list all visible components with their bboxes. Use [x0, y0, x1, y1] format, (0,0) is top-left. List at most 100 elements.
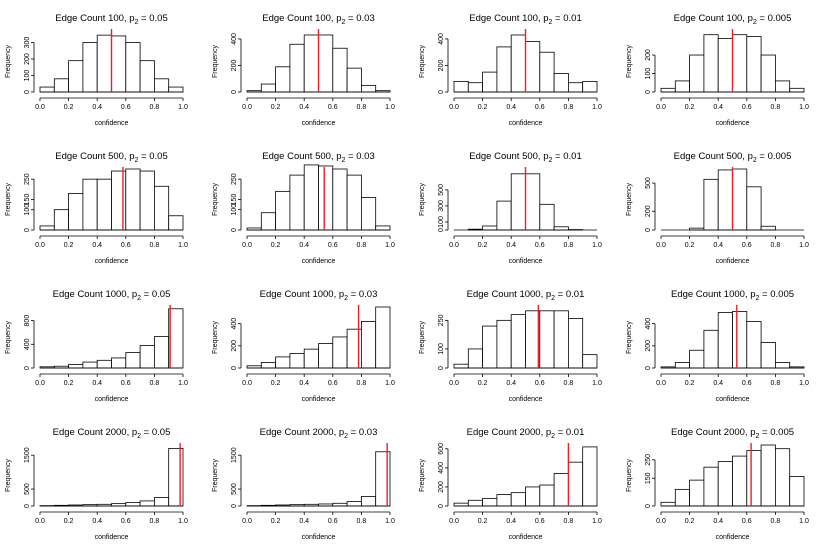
- histogram-bar: [539, 51, 555, 93]
- histogram-svg: Edge Count 500, p2 = 0.005 0.0 0.2 0.4 0.6 0.…: [626, 151, 809, 265]
- y-tick-label: 600: [438, 443, 445, 455]
- histogram-bar: [660, 87, 676, 93]
- histogram-panel: Edge Count 2000, p2 = 0.01 0.0 0.2 0.4 0.6 0.…: [414, 414, 621, 552]
- y-tick-label: 0: [231, 504, 238, 508]
- histogram-bar: [168, 308, 184, 369]
- histogram-bar: [53, 78, 69, 93]
- x-tick-label: 1.0: [592, 104, 602, 111]
- histogram-bar: [111, 35, 127, 93]
- chart-title: Edge Count 1000, p2 = 0.03: [260, 289, 378, 302]
- x-tick-label: 0.6: [121, 380, 131, 387]
- histogram-bar: [553, 310, 569, 369]
- y-tick-label: 250: [231, 173, 238, 185]
- x-tick-label: 0.6: [121, 242, 131, 249]
- y-tick-label: 0: [645, 90, 652, 94]
- histogram-bar: [332, 47, 348, 93]
- y-tick-label: 200: [231, 60, 238, 72]
- histogram-bar: [553, 226, 569, 231]
- histogram-bar: [260, 212, 276, 231]
- y-tick-label: 0: [231, 228, 238, 232]
- x-tick-label: 0.6: [742, 518, 752, 525]
- histogram-bar: [467, 348, 483, 369]
- x-tick-label: 0.2: [271, 518, 281, 525]
- x-tick-label: 0.0: [35, 104, 45, 111]
- x-tick-label: 0.8: [357, 104, 367, 111]
- histogram-bar: [153, 336, 170, 369]
- histogram-bar: [346, 501, 362, 507]
- y-tick-label: 150: [231, 194, 238, 206]
- y-axis-label: Frequency: [5, 182, 12, 216]
- histogram-bar: [53, 209, 69, 231]
- x-tick-label: 0.8: [564, 518, 574, 525]
- histogram-svg: Edge Count 2000, p2 = 0.01 0.0 0.2 0.4 0.6 0.…: [419, 427, 602, 541]
- histogram-svg: Edge Count 2000, p2 = 0.03 0.0 0.2 0.4 0.6 0.…: [212, 427, 395, 541]
- x-axis-label: confidence: [509, 258, 543, 265]
- x-tick-label: 0.6: [328, 518, 338, 525]
- histogram-bar: [732, 168, 748, 231]
- histogram-bar: [168, 86, 184, 93]
- histogram-bar: [125, 168, 141, 231]
- x-tick-label: 0.2: [271, 380, 281, 387]
- x-tick-label: 0.8: [150, 242, 160, 249]
- x-tick-label: 0.0: [449, 380, 459, 387]
- x-tick-label: 0.4: [92, 104, 102, 111]
- y-tick-label: 0: [645, 504, 652, 508]
- histogram-bar: [510, 492, 526, 507]
- chart-title: Edge Count 1000, p2 = 0.05: [53, 289, 171, 302]
- histogram-bar: [96, 34, 112, 93]
- x-tick-label: 1.0: [178, 104, 188, 111]
- histogram-panel: Edge Count 500, p2 = 0.05 0.0 0.2 0.4 0.6 0.8…: [0, 138, 207, 276]
- y-tick-label: 400: [24, 338, 31, 350]
- histogram-bar: [674, 362, 690, 369]
- histogram-bar: [453, 363, 469, 369]
- histogram-bar: [303, 164, 319, 231]
- y-tick-label: 150: [645, 472, 652, 484]
- x-tick-label: 0.8: [357, 380, 367, 387]
- histogram-svg: Edge Count 500, p2 = 0.03 0.0 0.2 0.4 0.6 0.8…: [212, 151, 395, 265]
- histogram-panel: Edge Count 500, p2 = 0.03 0.0 0.2 0.4 0.6 0.8…: [207, 138, 414, 276]
- y-axis-label: Frequency: [419, 320, 426, 354]
- y-axis-label: Frequency: [419, 458, 426, 492]
- x-tick-label: 0.0: [242, 380, 252, 387]
- histogram-svg: Edge Count 100, p2 = 0.03 0.0 0.2 0.4 0.6 0.8…: [212, 13, 395, 127]
- histogram-bar: [689, 349, 705, 369]
- x-tick-label: 0.4: [506, 242, 516, 249]
- y-axis-label: Frequency: [626, 44, 633, 78]
- y-tick-label: 800: [24, 315, 31, 327]
- histogram-panel: Edge Count 1000, p2 = 0.03 0.0 0.2 0.4 0.6 0.…: [207, 276, 414, 414]
- histogram-bar: [539, 203, 555, 231]
- x-tick-label: 0.6: [742, 104, 752, 111]
- histogram-bar: [39, 225, 55, 231]
- chart-title: Edge Count 1000, p2 = 0.005: [671, 289, 794, 302]
- histogram-svg: Edge Count 1000, p2 = 0.05 0.0 0.2 0.4 0.6 0.…: [5, 289, 188, 403]
- y-tick-label: 0: [24, 90, 31, 94]
- histogram-bar: [482, 225, 498, 231]
- x-tick-label: 0.8: [771, 242, 781, 249]
- histogram-bar: [525, 486, 541, 507]
- y-tick-label: 100: [438, 216, 445, 228]
- x-axis-label: confidence: [716, 534, 750, 541]
- histogram-bar: [717, 312, 733, 369]
- x-tick-label: 0.2: [271, 242, 281, 249]
- x-tick-label: 0.8: [564, 242, 574, 249]
- histogram-bar: [346, 328, 362, 369]
- chart-title: Edge Count 500, p2 = 0.05: [55, 151, 167, 164]
- histogram-bar: [453, 502, 469, 507]
- y-tick-label: 1500: [24, 447, 31, 463]
- x-axis-label: confidence: [302, 396, 336, 403]
- x-tick-label: 0.4: [92, 242, 102, 249]
- y-axis-label: Frequency: [212, 458, 219, 492]
- histogram-bar: [360, 197, 377, 231]
- histogram-bar: [125, 502, 141, 507]
- histogram-bar: [467, 499, 483, 507]
- x-tick-label: 1.0: [385, 518, 395, 525]
- x-axis-label: confidence: [716, 120, 750, 127]
- x-tick-label: 1.0: [799, 104, 809, 111]
- y-tick-label: 1500: [231, 447, 238, 463]
- histogram-bar: [318, 165, 334, 231]
- x-axis-label: confidence: [302, 120, 336, 127]
- histogram-bar: [168, 215, 184, 231]
- histogram-panel: Edge Count 2000, p2 = 0.03 0.0 0.2 0.4 0.6 0.…: [207, 414, 414, 552]
- histogram-bar: [39, 86, 55, 93]
